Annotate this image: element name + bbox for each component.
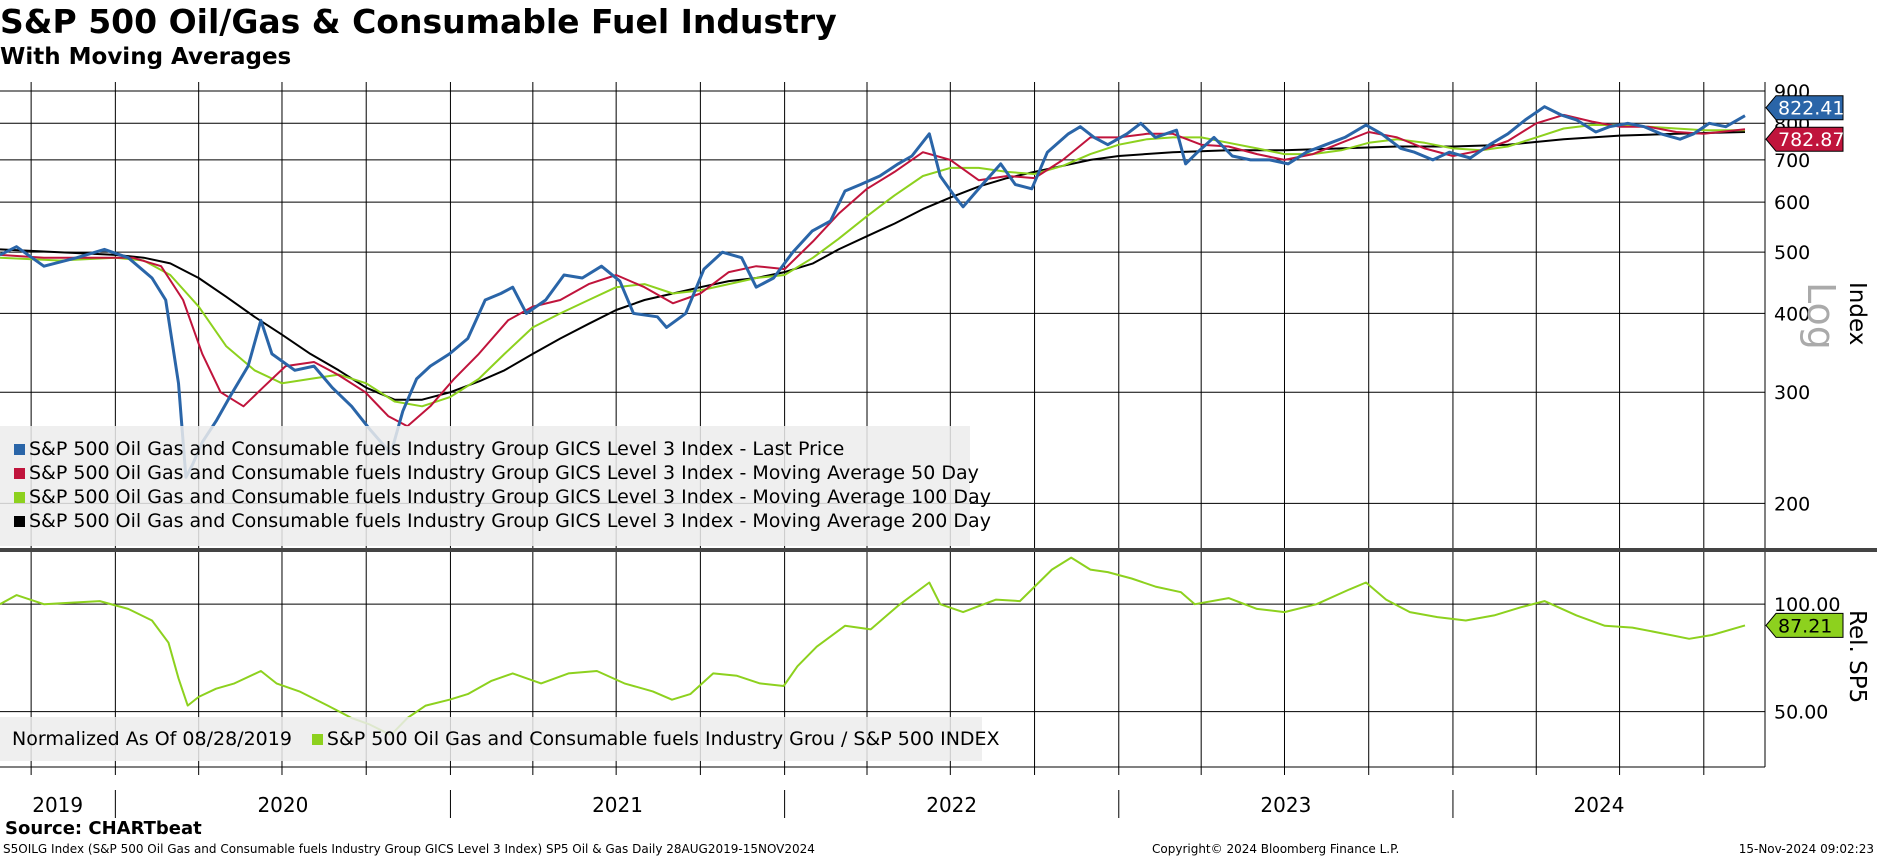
ylabel-bottom: Rel. SP5 [1844,610,1870,703]
value-labels: 782.87 822.41 87.21 [1765,95,1844,638]
footer-copyright: Copyright© 2024 Bloomberg Finance L.P. [1152,842,1400,856]
ylabel-top: Index [1844,282,1870,345]
log-scale-watermark: Log [1799,282,1843,350]
last-value-box-bottom-0 [1765,612,1844,638]
series-bottom-0 [0,556,1746,737]
ytick-bottom-1: 100.00 [1774,594,1840,616]
footer-timestamp: 15-Nov-2024 09:02:23 [1738,842,1874,856]
legend-item-relative: Normalized As Of 08/28/2019 S&P 500 Oil … [12,728,1000,750]
legend-item-ma200: S&P 500 Oil Gas and Consumable fuels Ind… [14,510,991,532]
ytick-bottom-0: 50.00 [1774,702,1828,724]
series-top-1 [0,113,1746,428]
legend-swatch-ma100 [14,491,25,503]
last-value-bottom-0: 87.21 [1765,612,1844,638]
legend-label-ma100: S&P 500 Oil Gas and Consumable fuels Ind… [29,486,991,508]
xtick-year-2020: 2020 [257,793,308,817]
ytick-top-2: 400 [1774,303,1810,325]
footer-ticker-description: S5OILG Index (S&P 500 Oil Gas and Consum… [3,842,815,856]
series-top-0 [0,105,1746,479]
legend-swatch-ma200 [14,515,25,527]
legend-swatch-ma50 [14,467,25,479]
ytick-top-5: 700 [1774,150,1810,172]
axis-layer: 20030040050060070080090050.00100.00Index… [0,81,1877,818]
xtick-year-2021: 2021 [592,793,643,817]
series-top-3 [0,131,1746,401]
series-layer [0,105,1746,737]
chart-title: S&P 500 Oil/Gas & Consumable Fuel Indust… [0,2,837,41]
ytick-top-0: 200 [1774,493,1810,515]
xtick-year-2023: 2023 [1260,793,1311,817]
legend-item-ma50: S&P 500 Oil Gas and Consumable fuels Ind… [14,462,979,484]
last-value-box-top-1 [1765,126,1844,152]
legend-normalized-note: Normalized As Of 08/28/2019 [12,728,292,750]
legend-label-last-price: S&P 500 Oil Gas and Consumable fuels Ind… [29,438,845,460]
series-top-2 [0,124,1745,408]
last-value-text-bottom-0: 87.21 [1778,615,1832,637]
last-value-text-top-0: 822.41 [1778,98,1844,120]
legend-item-last-price: S&P 500 Oil Gas and Consumable fuels Ind… [14,438,844,460]
last-value-text-top-1: 782.87 [1778,129,1844,151]
last-value-box-top-0 [1765,95,1844,121]
legend-label-ma200: S&P 500 Oil Gas and Consumable fuels Ind… [29,510,991,532]
legend-label-ma50: S&P 500 Oil Gas and Consumable fuels Ind… [29,462,979,484]
source-note: Source: CHARTbeat [5,818,202,839]
xtick-year-2024: 2024 [1574,793,1625,817]
grid-lines [0,82,1765,767]
ytick-top-1: 300 [1774,382,1810,404]
chart-subtitle: With Moving Averages [0,44,292,70]
last-value-top-0: 822.41 [1765,95,1844,121]
legend-bottom: Normalized As Of 08/28/2019 S&P 500 Oil … [0,717,1000,761]
last-value-top-1: 782.87 [1765,126,1844,152]
ytick-top-3: 500 [1774,242,1810,264]
legend-label-relative: S&P 500 Oil Gas and Consumable fuels Ind… [326,728,1000,750]
legend-swatch-last-price [14,443,25,455]
xtick-year-2022: 2022 [926,793,977,817]
legend-swatch-relative [311,733,323,745]
ytick-top-4: 600 [1774,192,1810,214]
legend-top: S&P 500 Oil Gas and Consumable fuels Ind… [0,426,991,546]
legend-item-ma100: S&P 500 Oil Gas and Consumable fuels Ind… [14,486,991,508]
xtick-year-2019: 2019 [32,793,83,817]
